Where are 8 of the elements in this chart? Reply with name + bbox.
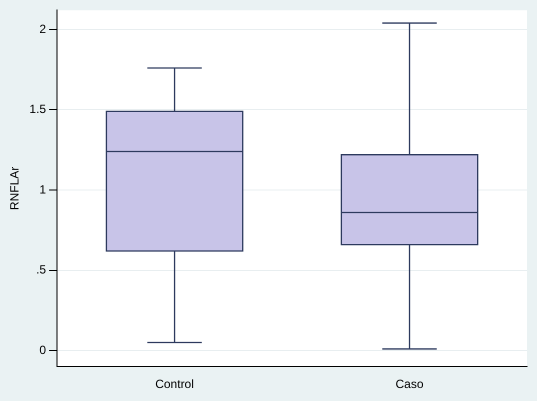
y-axis-title: RNFLAr: [8, 166, 22, 210]
y-tick-label: 1.5: [29, 102, 46, 116]
y-tick-label: 1: [39, 182, 46, 196]
x-tick-label: Caso: [396, 377, 424, 392]
x-tick-label: Control: [155, 377, 194, 392]
y-tick-label: 2: [39, 22, 46, 36]
y-tick-label: 0: [39, 342, 46, 357]
y-tick-label: .5: [36, 262, 46, 277]
